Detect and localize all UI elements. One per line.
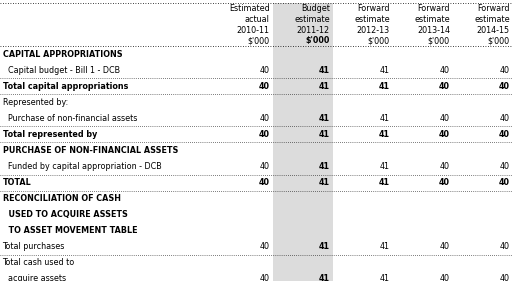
- Text: 41: 41: [319, 274, 330, 281]
- Text: Forward: Forward: [358, 4, 390, 13]
- Text: Estimated: Estimated: [229, 4, 270, 13]
- Text: Total cash used to: Total cash used to: [3, 258, 75, 267]
- Text: 40: 40: [259, 178, 270, 187]
- Text: $'000: $'000: [248, 37, 270, 46]
- Text: 40: 40: [440, 242, 450, 251]
- Text: 40: 40: [440, 162, 450, 171]
- Text: Budget: Budget: [301, 4, 330, 13]
- Text: 40: 40: [260, 66, 270, 75]
- Text: 40: 40: [259, 130, 270, 139]
- Text: 40: 40: [500, 114, 510, 123]
- Text: estimate: estimate: [354, 15, 390, 24]
- Text: 41: 41: [380, 114, 390, 123]
- Text: $'000: $'000: [428, 37, 450, 46]
- Text: 41: 41: [319, 130, 330, 139]
- Text: 40: 40: [259, 82, 270, 91]
- Text: 40: 40: [440, 274, 450, 281]
- Text: 40: 40: [499, 130, 510, 139]
- Text: 41: 41: [379, 178, 390, 187]
- Text: 40: 40: [500, 274, 510, 281]
- Text: 2014-15: 2014-15: [477, 26, 510, 35]
- Text: actual: actual: [245, 15, 270, 24]
- Text: 40: 40: [439, 178, 450, 187]
- Text: 2010-11: 2010-11: [237, 26, 270, 35]
- Text: 41: 41: [319, 242, 330, 251]
- Text: 40: 40: [440, 66, 450, 75]
- Text: 40: 40: [439, 130, 450, 139]
- Text: Total capital appropriations: Total capital appropriations: [3, 82, 128, 91]
- Text: USED TO ACQUIRE ASSETS: USED TO ACQUIRE ASSETS: [3, 210, 127, 219]
- Text: Forward: Forward: [418, 4, 450, 13]
- Text: estimate: estimate: [294, 15, 330, 24]
- Text: 40: 40: [499, 178, 510, 187]
- Text: CAPITAL APPROPRIATIONS: CAPITAL APPROPRIATIONS: [3, 50, 122, 59]
- Text: 41: 41: [379, 130, 390, 139]
- Text: Funded by capital appropriation - DCB: Funded by capital appropriation - DCB: [3, 162, 161, 171]
- Text: Represented by:: Represented by:: [3, 98, 68, 107]
- Text: Purchase of non-financial assets: Purchase of non-financial assets: [3, 114, 137, 123]
- Text: 40: 40: [500, 66, 510, 75]
- Text: RECONCILIATION OF CASH: RECONCILIATION OF CASH: [3, 194, 121, 203]
- Text: 40: 40: [260, 162, 270, 171]
- Text: 41: 41: [380, 162, 390, 171]
- Text: 40: 40: [439, 82, 450, 91]
- Text: TO ASSET MOVEMENT TABLE: TO ASSET MOVEMENT TABLE: [3, 226, 137, 235]
- Text: 41: 41: [380, 66, 390, 75]
- Text: 2013-14: 2013-14: [417, 26, 450, 35]
- Text: TOTAL: TOTAL: [3, 178, 31, 187]
- Text: 40: 40: [440, 114, 450, 123]
- Text: 41: 41: [319, 82, 330, 91]
- Text: 40: 40: [500, 162, 510, 171]
- Text: 40: 40: [260, 274, 270, 281]
- Text: $'000: $'000: [368, 37, 390, 46]
- Text: 2011-12: 2011-12: [297, 26, 330, 35]
- Text: 40: 40: [260, 114, 270, 123]
- Text: 41: 41: [319, 162, 330, 171]
- Text: Total purchases: Total purchases: [3, 242, 65, 251]
- Bar: [273, 3, 333, 281]
- Text: Forward: Forward: [478, 4, 510, 13]
- Text: 41: 41: [319, 178, 330, 187]
- Text: Total represented by: Total represented by: [3, 130, 97, 139]
- Text: estimate: estimate: [415, 15, 450, 24]
- Text: Capital budget - Bill 1 - DCB: Capital budget - Bill 1 - DCB: [3, 66, 120, 75]
- Text: 40: 40: [500, 242, 510, 251]
- Text: 41: 41: [319, 114, 330, 123]
- Text: $'000: $'000: [305, 37, 330, 46]
- Text: 41: 41: [379, 82, 390, 91]
- Text: acquire assets: acquire assets: [3, 274, 66, 281]
- Text: estimate: estimate: [475, 15, 510, 24]
- Text: 2012-13: 2012-13: [357, 26, 390, 35]
- Text: 41: 41: [380, 274, 390, 281]
- Text: PURCHASE OF NON-FINANCIAL ASSETS: PURCHASE OF NON-FINANCIAL ASSETS: [3, 146, 178, 155]
- Text: $'000: $'000: [488, 37, 510, 46]
- Text: 40: 40: [499, 82, 510, 91]
- Text: 41: 41: [380, 242, 390, 251]
- Text: 40: 40: [260, 242, 270, 251]
- Text: 41: 41: [319, 66, 330, 75]
